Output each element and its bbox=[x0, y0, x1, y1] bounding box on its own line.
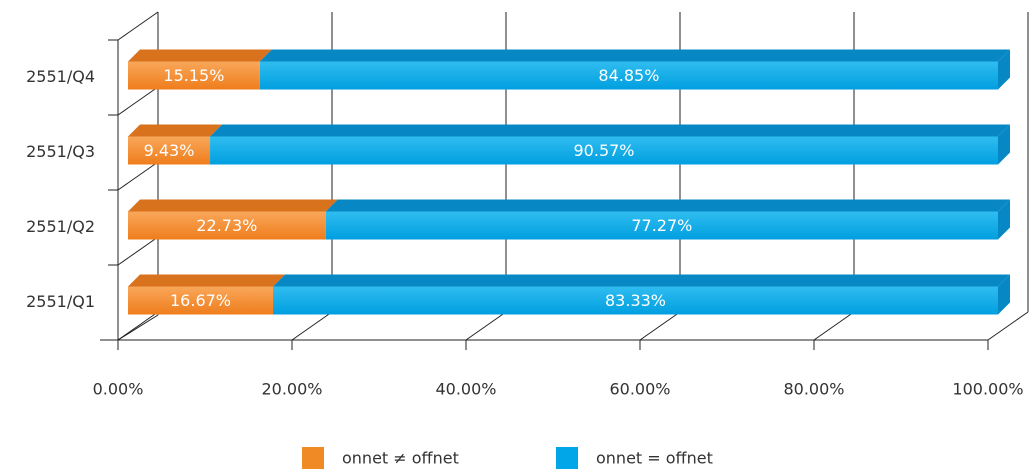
grid-line bbox=[291, 311, 333, 341]
bar-top bbox=[128, 49, 272, 62]
x-tick-label: 40.00% bbox=[435, 380, 496, 399]
bar-side bbox=[998, 124, 1010, 165]
category-label: 2551/Q4 bbox=[26, 67, 95, 86]
bar bbox=[128, 211, 326, 240]
grid-line bbox=[465, 311, 507, 341]
bar-top bbox=[128, 124, 223, 137]
bar bbox=[210, 136, 998, 165]
x-tick-label: 80.00% bbox=[783, 380, 844, 399]
bar-top bbox=[325, 199, 1011, 212]
legend-swatch bbox=[556, 447, 578, 469]
category-divider bbox=[117, 236, 159, 266]
category-label: 2551/Q1 bbox=[26, 292, 95, 311]
x-tick-label: 100.00% bbox=[952, 380, 1023, 399]
bar bbox=[259, 61, 998, 90]
value-label: 83.33% bbox=[605, 291, 666, 310]
bar-side bbox=[998, 199, 1010, 240]
bar-top bbox=[273, 274, 1010, 287]
category-divider bbox=[117, 86, 159, 116]
legend-swatch bbox=[302, 447, 324, 469]
bar bbox=[273, 286, 998, 315]
value-label: 84.85% bbox=[598, 66, 659, 85]
bar-side bbox=[998, 274, 1010, 315]
value-label: 22.73% bbox=[196, 216, 257, 235]
value-label: 15.15% bbox=[163, 66, 224, 85]
x-tick-label: 0.00% bbox=[93, 380, 144, 399]
bar-side bbox=[998, 49, 1010, 90]
grid-line bbox=[117, 311, 159, 341]
legend-label: onnet ≠ offnet bbox=[342, 449, 459, 468]
grid-line bbox=[639, 311, 681, 341]
bar bbox=[128, 286, 274, 315]
bar bbox=[128, 136, 211, 165]
value-label: 16.67% bbox=[170, 291, 231, 310]
bar bbox=[128, 61, 260, 90]
category-label: 2551/Q3 bbox=[26, 142, 95, 161]
bar-top bbox=[128, 199, 338, 212]
value-label: 77.27% bbox=[631, 216, 692, 235]
x-tick-label: 20.00% bbox=[261, 380, 322, 399]
bar-top bbox=[210, 124, 1010, 137]
bar-top bbox=[128, 274, 286, 287]
value-label: 9.43% bbox=[144, 141, 195, 160]
category-divider bbox=[117, 161, 159, 191]
grid-line bbox=[987, 311, 1029, 341]
bar-top bbox=[259, 49, 1010, 62]
category-label: 2551/Q2 bbox=[26, 217, 95, 236]
wall-edge bbox=[117, 11, 159, 41]
x-tick-label: 60.00% bbox=[609, 380, 670, 399]
grid-line bbox=[813, 311, 855, 341]
value-label: 90.57% bbox=[574, 141, 635, 160]
bar bbox=[325, 211, 999, 240]
legend-label: onnet = offnet bbox=[596, 449, 713, 468]
